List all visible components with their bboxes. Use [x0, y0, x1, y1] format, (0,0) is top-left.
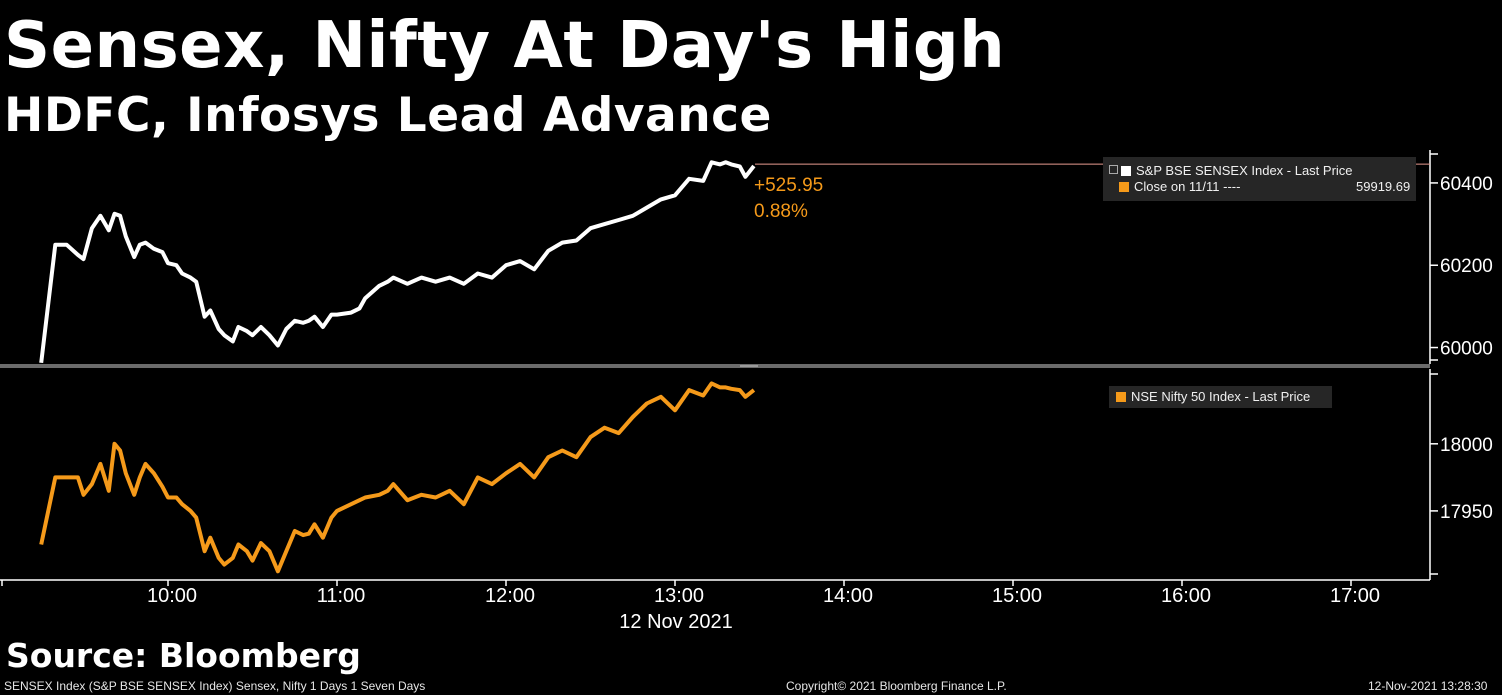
nifty-legend[interactable]: NSE Nifty 50 Index - Last Price [1109, 386, 1332, 408]
footer-security-info: SENSEX Index (S&P BSE SENSEX Index) Sens… [4, 679, 426, 693]
subheadline: HDFC, Infosys Lead Advance [4, 88, 772, 143]
legend-close-label: Close on 11/11 ---- [1134, 179, 1241, 194]
sensex-swatch [1121, 166, 1131, 176]
collapse-icon[interactable] [1109, 165, 1118, 174]
x-tick-label: 14:00 [823, 585, 873, 607]
legend-sensex-label: S&P BSE SENSEX Index - Last Price [1136, 163, 1353, 178]
y-tick-label: 18000 [1440, 435, 1493, 456]
footer-timestamp: 12-Nov-2021 13:28:30 [1368, 679, 1488, 693]
x-tick-label: 13:00 [654, 585, 704, 607]
x-tick-label: 11:00 [317, 585, 366, 607]
sensex-legend[interactable]: S&P BSE SENSEX Index - Last Price Close … [1103, 157, 1416, 201]
x-tick-label: 15:00 [992, 585, 1042, 607]
x-tick-label: 12:00 [485, 585, 535, 607]
x-tick-label: 16:00 [1161, 585, 1211, 607]
y-tick-label: 17950 [1440, 502, 1493, 523]
footer-copyright: Copyright© 2021 Bloomberg Finance L.P. [786, 679, 1007, 693]
legend-close-row[interactable]: Close on 11/11 ---- [1119, 179, 1240, 195]
legend-close-value: 59919.69 [1356, 179, 1411, 194]
headline: Sensex, Nifty At Day's High [4, 9, 1006, 83]
x-tick-label: 10:00 [147, 585, 197, 607]
legend-nifty-row[interactable]: NSE Nifty 50 Index - Last Price [1116, 389, 1310, 405]
source-label: Source: Bloomberg [6, 636, 361, 675]
nifty-series-line [39, 381, 756, 574]
legend-nifty-label: NSE Nifty 50 Index - Last Price [1131, 389, 1311, 404]
y-tick-label: 60400 [1440, 174, 1493, 195]
sensex-series-line [39, 160, 756, 364]
date-label: 12 Nov 2021 [619, 611, 732, 633]
x-tick-label: 17:00 [1330, 585, 1380, 607]
y-tick-label: 60000 [1440, 339, 1493, 360]
close-swatch [1119, 182, 1129, 192]
y-tick-label: 60200 [1440, 256, 1493, 277]
nifty-swatch [1116, 392, 1126, 402]
change-pct-annotation: 0.88% [754, 201, 808, 222]
legend-sensex-row[interactable]: S&P BSE SENSEX Index - Last Price [1109, 163, 1353, 179]
change-annotation: +525.95 [754, 175, 823, 196]
